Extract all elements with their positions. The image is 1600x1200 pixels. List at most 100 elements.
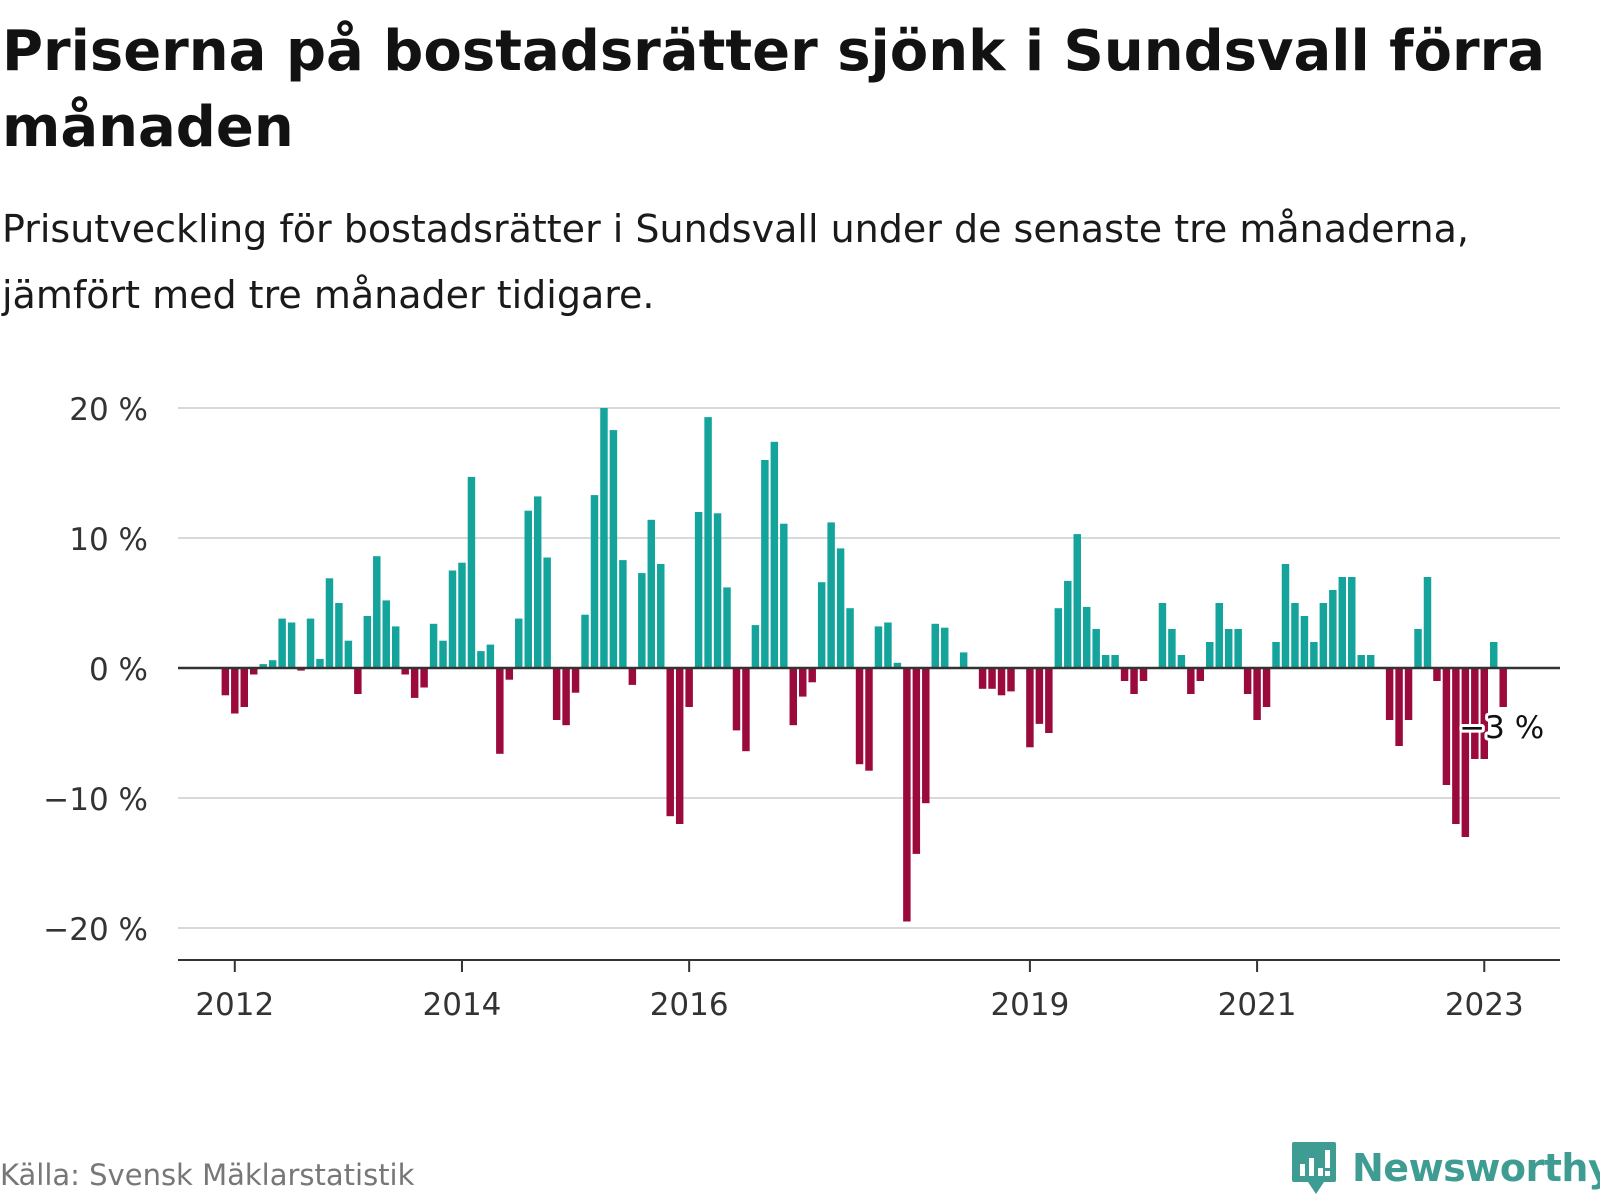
bar: [373, 556, 381, 668]
bar: [297, 668, 305, 671]
bar: [1348, 577, 1356, 668]
bar: [306, 618, 315, 668]
bar: [354, 668, 362, 694]
bar: [1139, 668, 1148, 681]
bar: [1499, 668, 1507, 707]
bar: [240, 668, 248, 707]
bar: [316, 658, 324, 668]
bar: [732, 668, 741, 731]
bar: [1442, 668, 1451, 785]
bar: [675, 668, 684, 824]
x-axis-ticks: 2012 2014 2016 2019 2021 2023: [195, 960, 1524, 1023]
y-tick-label: 0 %: [89, 652, 148, 688]
bar: [959, 652, 968, 668]
bar: [1035, 668, 1044, 724]
bar: [704, 417, 712, 668]
bar: [287, 622, 296, 668]
bar: [1206, 642, 1214, 668]
chart-subtitle: Prisutveckling för bostadsrätter i Sunds…: [2, 207, 1469, 317]
bar: [922, 668, 930, 804]
bar: [1461, 668, 1470, 837]
bar: [846, 608, 854, 668]
bar: [533, 496, 542, 668]
bar: [1490, 642, 1498, 668]
bar: [1385, 668, 1394, 720]
bar: [590, 495, 599, 668]
y-tick-label: 20 %: [69, 392, 148, 428]
bar: [571, 668, 580, 693]
bar: [278, 618, 286, 668]
bar: [657, 564, 665, 668]
bar: [638, 573, 646, 668]
bar: [1480, 668, 1489, 759]
bar-chart: 20 %10 %0 %−10 %−20 % 2012 2014 2016 2019 20…: [43, 392, 1560, 1023]
bar: [524, 510, 532, 668]
newsworthy-logo-icon: [1292, 1142, 1336, 1194]
bar: [855, 668, 864, 765]
y-axis-tick-labels: 20 % 10 % 0 % −10 % −20 %: [43, 392, 148, 948]
bar: [619, 560, 627, 668]
bar: [1281, 564, 1290, 668]
bar: [789, 668, 798, 726]
x-tick-label: 2023: [1445, 987, 1524, 1023]
bar: [1433, 668, 1441, 681]
bar: [988, 668, 996, 689]
bar: [1187, 668, 1195, 694]
bar: [761, 460, 769, 668]
bar: [1423, 577, 1432, 668]
y-tick-label: −20 %: [43, 912, 148, 948]
bar: [391, 626, 400, 668]
bar: [1092, 629, 1100, 668]
newsworthy-logo[interactable]: Newsworthy: [1290, 1140, 1600, 1196]
bar: [666, 668, 674, 817]
y-tick-label: 10 %: [69, 522, 148, 558]
bar: [1007, 668, 1015, 692]
bar: [836, 548, 845, 668]
brand-name: Newsworthy: [1352, 1146, 1600, 1190]
bar: [865, 668, 873, 771]
bar: [1262, 668, 1271, 707]
chart-title: Priserna på bostadsrätter sjönk i Sundsv…: [2, 19, 1546, 160]
y-tick-label: −10 %: [43, 782, 148, 818]
grid-lines: [178, 407, 1560, 929]
bar: [1414, 629, 1422, 668]
bar: [780, 523, 788, 668]
bar: [903, 668, 911, 922]
bar: [420, 668, 428, 688]
bar: [1452, 668, 1460, 824]
bar: [884, 622, 892, 668]
bar: [249, 668, 258, 675]
bar: [1196, 668, 1205, 681]
bar: [515, 618, 523, 668]
bar: [600, 408, 608, 668]
bar: [1310, 642, 1318, 668]
x-tick-label: 2021: [1218, 987, 1297, 1023]
bar: [1234, 629, 1242, 668]
bar: [505, 668, 514, 680]
bar: [467, 476, 476, 668]
bar: [978, 668, 987, 689]
bar: [1130, 668, 1138, 694]
x-tick-label: 2012: [195, 987, 274, 1023]
x-tick-label: 2016: [650, 987, 729, 1023]
bar: [231, 668, 239, 714]
bar: [893, 662, 902, 668]
bar: [723, 587, 731, 668]
bar: [562, 668, 570, 726]
bar: [874, 626, 883, 668]
bar: [543, 557, 551, 668]
bars: [221, 408, 1507, 922]
source-note: Källa: Svensk Mäklarstatistik: [0, 1158, 415, 1192]
bar: [1215, 603, 1223, 668]
bar: [221, 668, 230, 696]
bar: [429, 623, 438, 668]
bar: [1471, 668, 1479, 759]
bar: [1073, 534, 1081, 668]
bar: [325, 578, 334, 668]
bar: [1158, 603, 1167, 668]
bar: [1291, 603, 1299, 668]
bar: [1177, 655, 1186, 668]
bar: [1082, 606, 1091, 668]
bar: [628, 668, 637, 685]
bar: [581, 614, 589, 668]
